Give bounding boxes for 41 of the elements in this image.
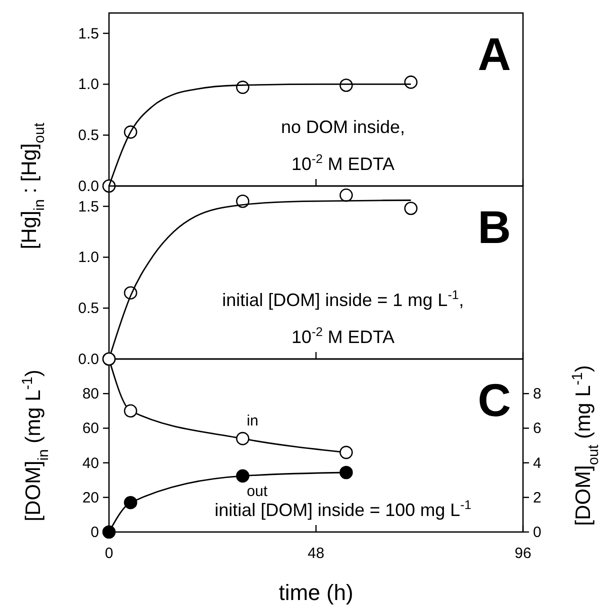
y2-tick-label: 4 [533, 454, 542, 472]
chart-title: A [478, 28, 511, 80]
annotation: 10$^{-2}$ M EDTA [292, 325, 394, 347]
series-label: in [246, 412, 258, 430]
y2-tick-label: 8 [533, 386, 542, 403]
y-tick-label: 1.0 [78, 249, 99, 266]
point [124, 496, 138, 510]
x-tick-label: 48 [308, 545, 324, 562]
annotation: initial [DOM] inside = 100 mg L$^{-1}$ [214, 498, 472, 520]
x-tick-label: 96 [514, 545, 532, 562]
series-label: out [246, 482, 268, 500]
y-tick-label: 0.5 [78, 300, 99, 318]
y-tick-label: 1.5 [78, 198, 99, 216]
x-tick-label: 0 [104, 545, 114, 562]
chart-title: C [478, 374, 511, 426]
annotation: 10$^{-2}$ M EDTA [292, 152, 394, 174]
y-tick-label: 1.0 [78, 76, 99, 94]
y-tick-label: 0 [90, 524, 99, 541]
y-tick-label: 0.5 [78, 127, 99, 144]
y-tick-label: 0.0 [78, 351, 99, 368]
y-tick-label: 0.0 [78, 178, 99, 195]
y2-tick-label: 6 [533, 420, 542, 438]
y2-tick-label: 2 [533, 489, 542, 506]
point [404, 76, 418, 89]
y-tick-label: 40 [82, 454, 99, 472]
point [340, 188, 353, 202]
y-tick-label: 20 [82, 489, 99, 506]
point [236, 469, 250, 483]
chart-title: B [478, 201, 511, 253]
point [340, 446, 353, 460]
y-tick-label: 1.5 [78, 25, 99, 42]
x-axis-title: time (h) [278, 580, 354, 605]
point [404, 202, 418, 216]
point [340, 466, 353, 480]
y2-tick-label: 0 [533, 524, 542, 541]
y-tick-label: 80 [82, 386, 99, 403]
annotation: initial [DOM] inside = 1 mg L$^{-1}$, [222, 288, 464, 310]
y-tick-label: 60 [82, 420, 99, 438]
point [124, 404, 138, 418]
annotation: no DOM inside, [280, 117, 406, 137]
point [236, 432, 250, 446]
